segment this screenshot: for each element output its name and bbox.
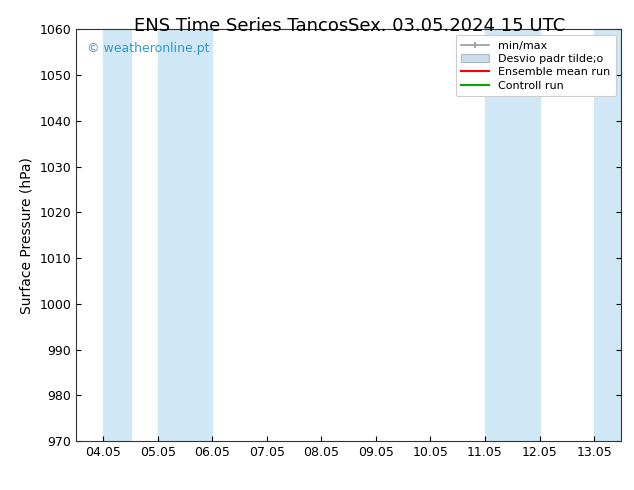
Y-axis label: Surface Pressure (hPa): Surface Pressure (hPa) bbox=[20, 157, 34, 314]
Bar bbox=[103, 29, 131, 441]
Text: ENS Time Series Tancos: ENS Time Series Tancos bbox=[134, 17, 348, 35]
Legend: min/max, Desvio padr tilde;o, Ensemble mean run, Controll run: min/max, Desvio padr tilde;o, Ensemble m… bbox=[456, 35, 616, 96]
Bar bbox=[594, 29, 621, 441]
Text: © weatheronline.pt: © weatheronline.pt bbox=[87, 42, 209, 55]
Bar bbox=[485, 29, 540, 441]
Bar bbox=[158, 29, 212, 441]
Text: Sex. 03.05.2024 15 UTC: Sex. 03.05.2024 15 UTC bbox=[348, 17, 565, 35]
